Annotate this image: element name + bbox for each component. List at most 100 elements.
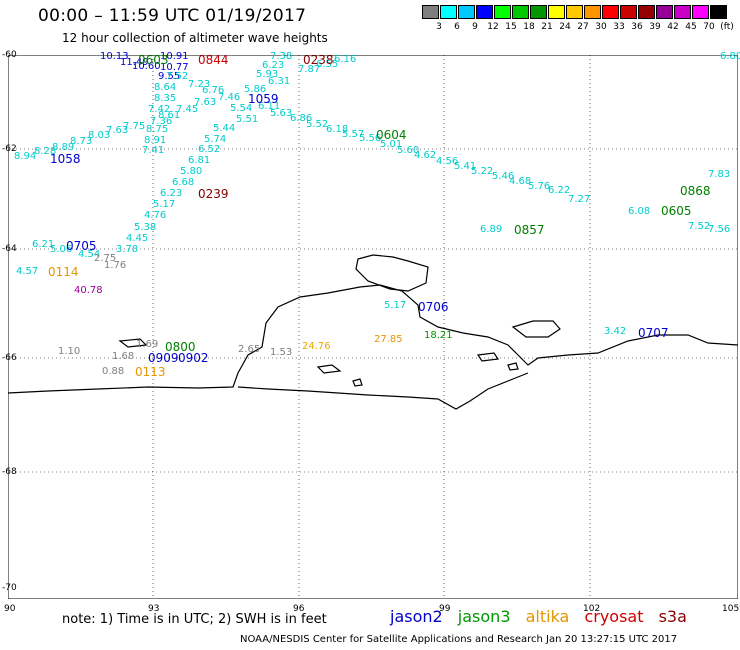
pass-time-label: 0705 xyxy=(66,239,97,253)
wave-height-value: 5.86 xyxy=(244,84,267,95)
wave-height-value: 5.17 xyxy=(153,199,176,210)
wave-height-value: 6.89 xyxy=(480,224,503,235)
wave-height-value: 7.75 xyxy=(123,121,146,132)
wave-height-value: 6.16 xyxy=(334,54,357,65)
wave-height-value: 5.52 xyxy=(306,119,329,130)
wave-height-value: 8.64 xyxy=(154,82,177,93)
wave-height-value: 10.77 xyxy=(160,62,189,73)
colorbar-label: 30 xyxy=(595,22,607,32)
pass-time-label: 0239 xyxy=(198,187,229,201)
colorbar-swatch xyxy=(440,5,457,19)
wave-height-value: 8.28 xyxy=(34,146,57,157)
pass-time-label: 0909 xyxy=(148,351,179,365)
pass-time-label: 0603 xyxy=(138,53,169,67)
wave-height-value: 5.44 xyxy=(213,123,236,134)
wave-height-value: 5.06 xyxy=(50,244,73,255)
lon-label: 93 xyxy=(148,604,160,614)
wave-height-value: 7.63 xyxy=(106,125,129,136)
wave-height-value: 1.76 xyxy=(104,260,127,271)
wave-height-value: 2.75 xyxy=(94,253,117,264)
wave-height-value: 11.49 xyxy=(120,57,149,68)
wave-height-value: 6.21 xyxy=(32,239,55,250)
colorbar-swatch xyxy=(602,5,619,19)
wave-height-value: 5.60 xyxy=(397,145,420,156)
lat-label: -66 xyxy=(2,353,17,363)
colorbar-swatch xyxy=(458,5,475,19)
wave-height-value: 1.68 xyxy=(112,351,135,362)
pass-time-label: 0605 xyxy=(661,204,692,218)
pass-time-label: 1059 xyxy=(248,92,279,106)
wave-height-value: 1.10 xyxy=(58,346,81,357)
wave-height-value: 4.45 xyxy=(126,233,149,244)
wave-height-value: 3.42 xyxy=(604,326,627,337)
wave-height-value: 6.08 xyxy=(628,206,651,217)
wave-height-value: 10.60 xyxy=(132,61,161,72)
colorbar-label: (ft) xyxy=(720,22,734,32)
lon-label: 102 xyxy=(583,604,601,614)
colorbar-swatch xyxy=(548,5,565,19)
wave-height-value: 4.68 xyxy=(509,176,532,187)
wave-height-value: 7.46 xyxy=(218,92,241,103)
wave-height-value: 0.88 xyxy=(102,366,125,377)
wave-height-value: 6.23 xyxy=(262,60,285,71)
wave-height-value: 6.31 xyxy=(268,76,291,87)
lat-label: -62 xyxy=(2,144,17,154)
colorbar-swatch xyxy=(476,5,493,19)
wave-height-value: 3.78 xyxy=(116,244,139,255)
pass-time-label: 0604 xyxy=(376,128,407,142)
lon-label: 105 xyxy=(722,604,740,614)
wave-height-value: 6.86 xyxy=(290,113,313,124)
colorbar-swatch xyxy=(530,5,547,19)
lat-label: -70 xyxy=(2,583,17,593)
colorbar-label: 15 xyxy=(505,22,517,32)
wave-height-value: 5.17 xyxy=(384,300,407,311)
colorbar-swatch xyxy=(566,5,583,19)
wave-height-value: 7.52 xyxy=(688,221,711,232)
wave-height-value: 5.74 xyxy=(204,134,227,145)
lon-label: 90 xyxy=(4,604,16,614)
wave-height-value: 1.69 xyxy=(136,339,159,350)
lon-label: 96 xyxy=(293,604,305,614)
pass-time-label: 0868 xyxy=(680,184,711,198)
wave-height-value: 8.03 xyxy=(88,130,111,141)
pass-time-label: 0706 xyxy=(418,300,449,314)
pass-time-label: 0857 xyxy=(514,223,545,237)
wave-height-value: 7.56 xyxy=(708,224,731,235)
legend-cryosat: cryosat xyxy=(584,607,644,626)
wave-height-value: 5.51 xyxy=(236,114,259,125)
wave-height-value: 4.54 xyxy=(78,249,101,260)
colorbar-label: 33 xyxy=(613,22,625,32)
wave-height-value: 7.87 xyxy=(298,64,321,75)
legend-jason3: jason3 xyxy=(457,607,511,626)
colorbar-swatch xyxy=(710,5,727,19)
wave-height-value: 24.76 xyxy=(302,341,331,352)
pass-time-label: 0800 xyxy=(165,340,196,354)
wave-height-value: 4.62 xyxy=(414,150,437,161)
wave-height-value: 2.65 xyxy=(238,344,261,355)
pass-time-label: 0114 xyxy=(48,265,79,279)
wave-height-value: 7.63 xyxy=(194,97,217,108)
wave-height-value: 7.36 xyxy=(150,116,173,127)
wave-height-value: 6.55 xyxy=(316,59,339,70)
colorbar-swatch xyxy=(674,5,691,19)
colorbar-label: 70 xyxy=(703,22,715,32)
coastline xyxy=(8,254,738,410)
colorbar-swatch xyxy=(584,5,601,19)
wave-height-value: 7.83 xyxy=(708,169,731,180)
colorbar-label: 6 xyxy=(454,22,460,32)
pass-time-label: 0902 xyxy=(178,351,209,365)
wave-height-value: 6.11 xyxy=(258,101,281,112)
wave-height-value: 5.56 xyxy=(359,133,382,144)
wave-height-value: 7.38 xyxy=(270,51,293,62)
wave-height-value: 27.85 xyxy=(374,334,403,345)
wave-height-value: 8.75 xyxy=(146,124,169,135)
wave-height-value: 10.13 xyxy=(100,51,129,62)
pass-time-label: 0844 xyxy=(198,53,229,67)
pass-time-label: 0238 xyxy=(303,53,334,67)
colorbar-label: 42 xyxy=(667,22,679,32)
wave-height-value: 5.54 xyxy=(230,103,253,114)
colorbar-label: 18 xyxy=(523,22,535,32)
colorbar-label: 39 xyxy=(649,22,661,32)
wave-height-value: 9.55 xyxy=(158,71,181,82)
wave-height-value: 5.01 xyxy=(380,139,403,150)
